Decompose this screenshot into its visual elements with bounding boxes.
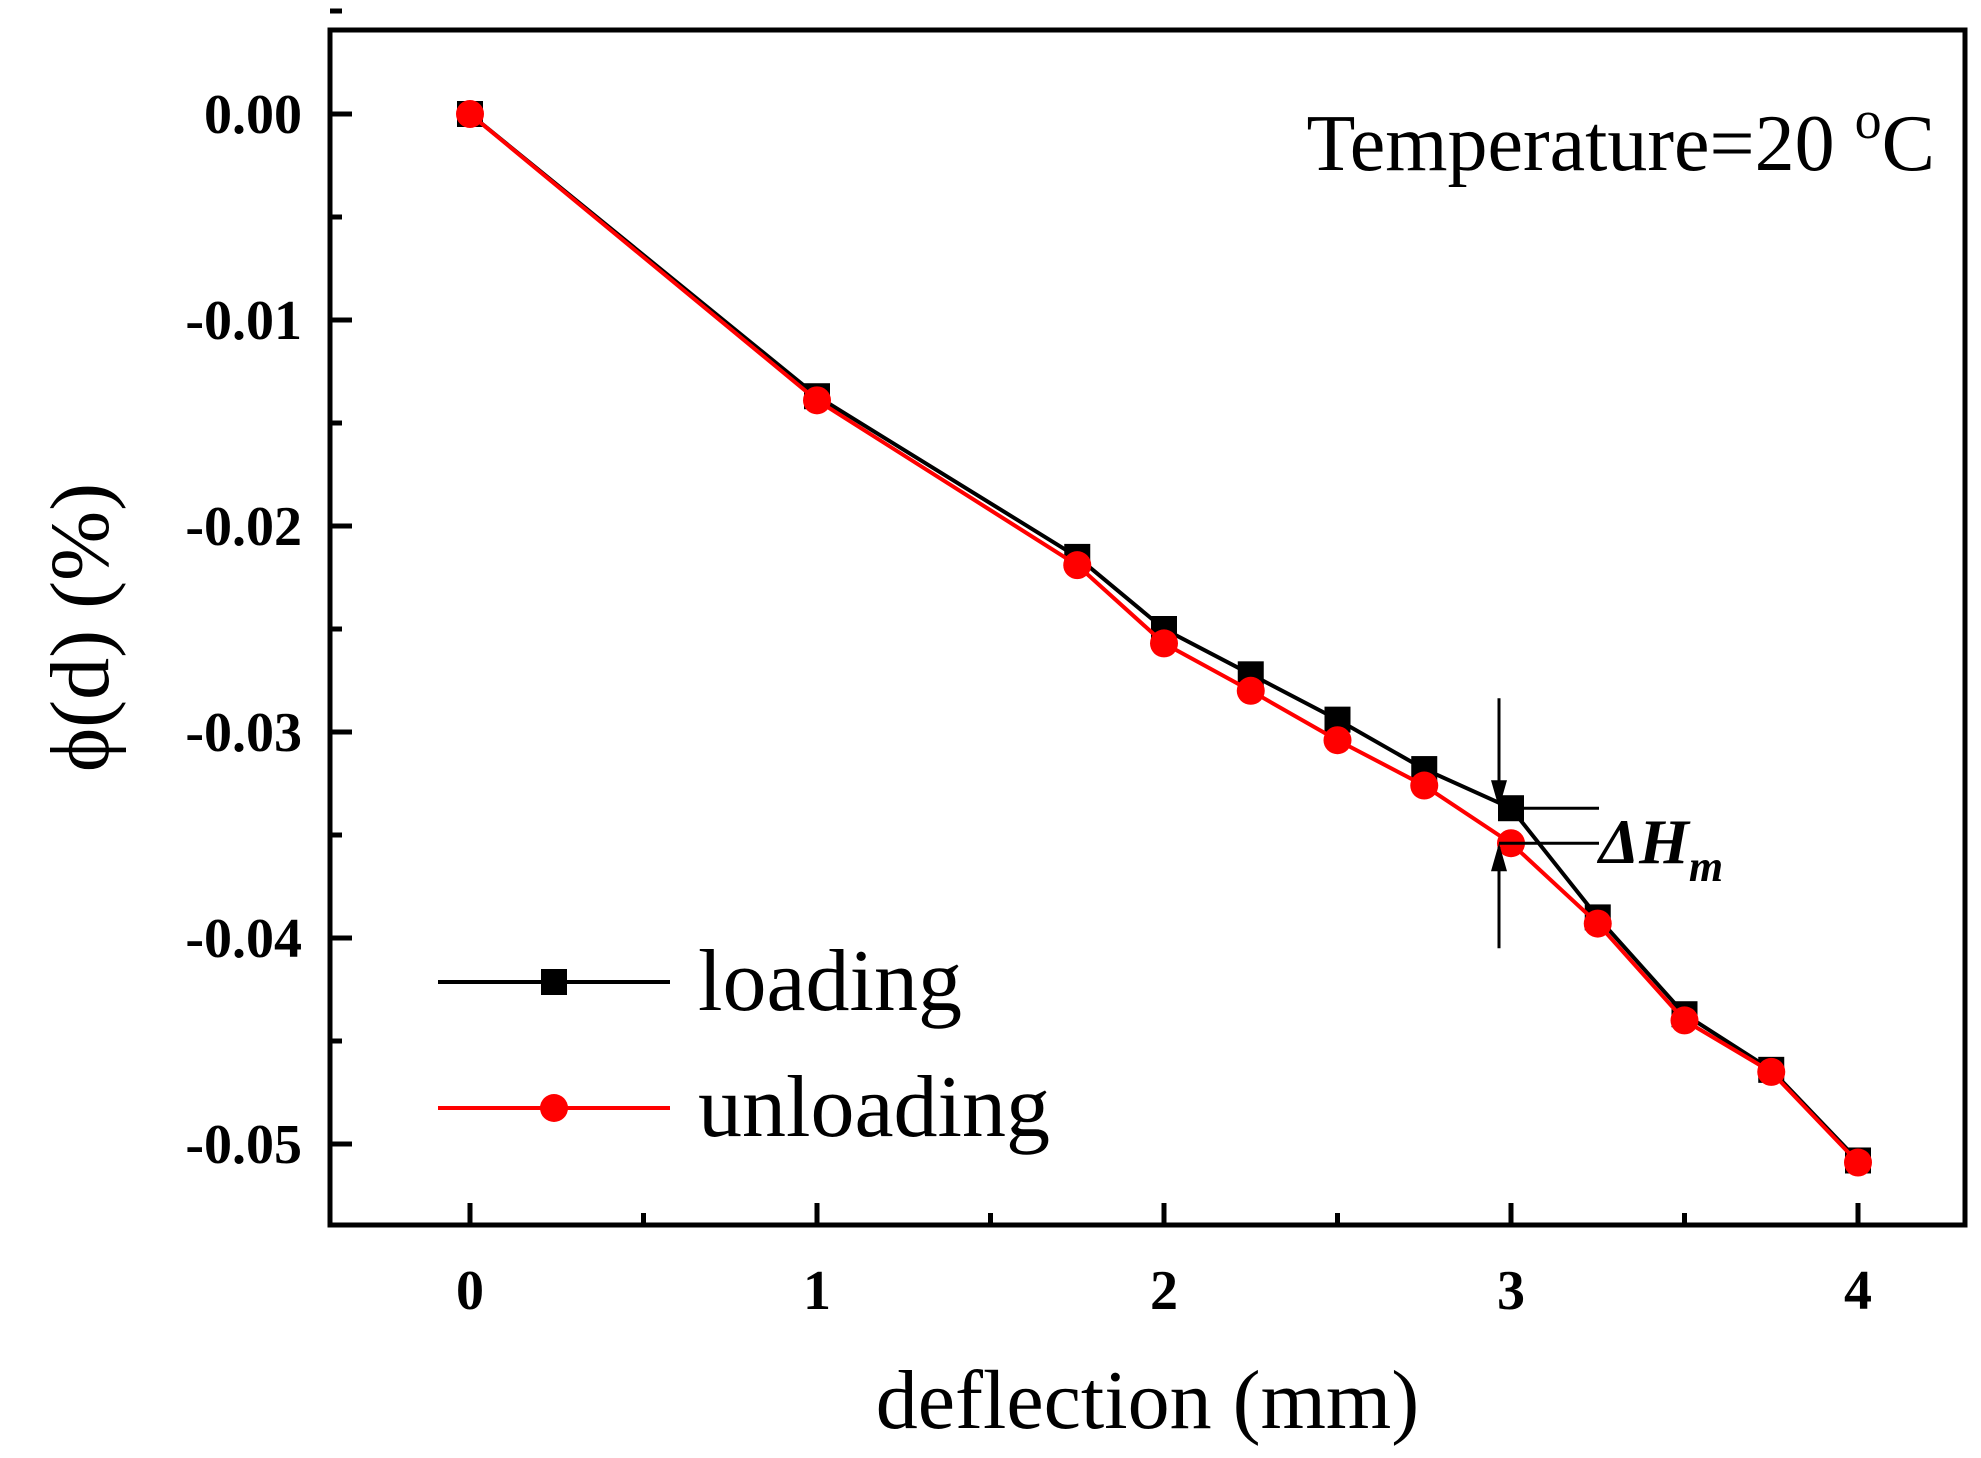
y-tick-label: -0.02 (185, 496, 302, 558)
y-axis-ticks: 0.00 -0.01 -0.02 -0.03 -0.04 -0.05 (185, 8, 352, 1176)
unloading-point (1236, 676, 1265, 705)
delta-arrowhead-bottom (1491, 843, 1507, 872)
temperature-annotation: Temperature=20 oC (1306, 90, 1935, 188)
unloading-point (1410, 771, 1439, 800)
unloading-point (1844, 1148, 1872, 1177)
legend-marker (541, 969, 567, 995)
y-tick-label: -0.05 (185, 1114, 302, 1176)
legend-label: loading (698, 933, 962, 1030)
unloading-line (468, 112, 1860, 1164)
legend-marker (540, 1094, 568, 1122)
delta-h-annotation: ΔHm (1491, 698, 1723, 949)
x-axis-ticks: 0 1 2 3 4 (456, 1203, 1872, 1322)
unloading-point (1063, 551, 1092, 580)
unloading-point (1583, 909, 1612, 938)
x-tick-label: 0 (456, 1260, 484, 1322)
y-tick-label: -0.01 (185, 290, 302, 352)
y-tick-label: -0.04 (185, 908, 302, 970)
legend-item-loading: loading (438, 933, 962, 1030)
y-axis-title: ϕ(d) (%) (34, 483, 127, 772)
y-tick-label: 0.00 (204, 84, 302, 146)
unloading-point (456, 100, 484, 128)
x-tick-label: 3 (1497, 1260, 1525, 1322)
y-tick-label: -0.03 (185, 702, 302, 764)
unloading-point (1757, 1057, 1786, 1086)
delta-h-label: ΔHm (1596, 806, 1723, 891)
unloading-point (1670, 1006, 1699, 1035)
x-axis-title: deflection (mm) (876, 1354, 1419, 1447)
series-unloading (456, 100, 1872, 1177)
x-tick-label: 4 (1844, 1260, 1872, 1322)
legend-item-unloading: unloading (438, 1059, 1050, 1156)
x-tick-label: 2 (1150, 1260, 1178, 1322)
x-tick-label: 1 (803, 1260, 831, 1322)
legend-label: unloading (698, 1059, 1050, 1156)
delta-arrowhead-top (1491, 780, 1507, 809)
series-layer (456, 100, 1872, 1177)
unloading-point (803, 386, 831, 415)
loading-line (468, 112, 1860, 1162)
legend: loading unloading (438, 933, 1050, 1156)
unloading-point (1323, 726, 1352, 755)
unloading-point (1150, 629, 1178, 658)
